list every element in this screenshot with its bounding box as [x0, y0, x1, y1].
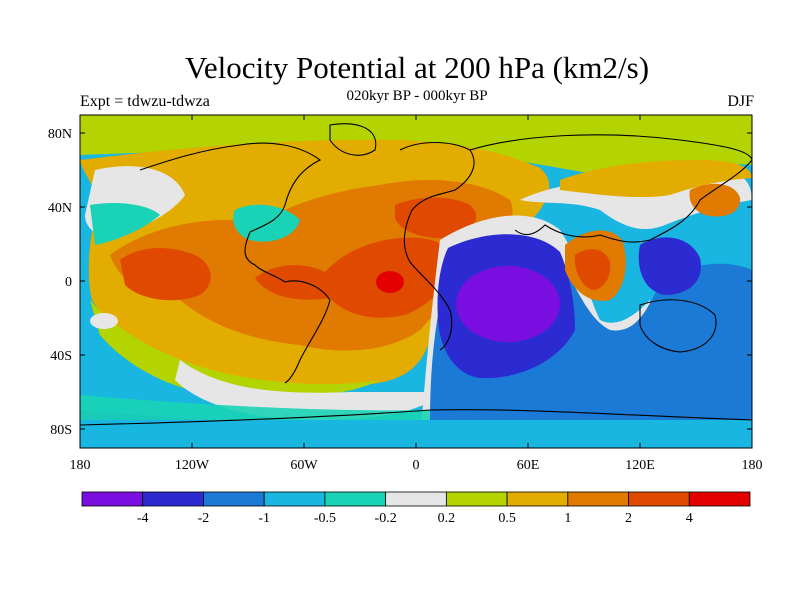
colorbar-label: -1 — [258, 511, 270, 526]
colorbar-swatch — [263, 491, 326, 507]
colorbar-label: 0.2 — [438, 511, 456, 526]
colorbar-label: 4 — [686, 511, 693, 526]
y-tick-label: 80N — [48, 127, 72, 142]
x-tick-label: 180 — [742, 458, 763, 473]
colorbar-label: 1 — [564, 511, 571, 526]
velocity-potential-field — [80, 115, 752, 448]
x-tick-label: 60E — [517, 458, 540, 473]
map-subtitle: 020kyr BP - 000kyr BP — [346, 88, 488, 104]
colorbar-swatch — [445, 491, 508, 507]
map-title: Velocity Potential at 200 hPa (km2/s) — [184, 50, 650, 85]
y-tick-label: 0 — [65, 275, 72, 290]
x-tick-label: 0 — [413, 458, 420, 473]
axis-ticks — [79, 115, 753, 448]
y-tick-label: 40S — [50, 349, 72, 364]
colorbar-swatch — [628, 491, 690, 507]
colorbar-swatch — [203, 491, 265, 507]
colorbar-label: 0.5 — [498, 511, 516, 526]
x-tick-label: 180 — [70, 458, 91, 473]
y-tick-label: 40N — [48, 201, 72, 216]
colorbar-swatch — [324, 491, 387, 507]
colorbar-label: -0.5 — [314, 511, 336, 526]
colorbar-label: -4 — [137, 511, 149, 526]
colorbar-swatch — [506, 491, 569, 507]
colorbar-swatch — [385, 491, 447, 507]
colorbar-swatch — [142, 491, 204, 507]
colorbar: -4 -2 -1 -0.5 -0.2 0.2 0.5 1 2 4 — [81, 491, 751, 526]
y-tick-label: 80S — [50, 423, 72, 438]
x-tick-label: 120E — [625, 458, 655, 473]
x-tick-label: 120W — [175, 458, 210, 473]
colorbar-swatch — [81, 491, 144, 507]
colorbar-label: -2 — [198, 511, 210, 526]
colorbar-label: -0.2 — [375, 511, 397, 526]
colorbar-swatch — [688, 491, 751, 507]
experiment-label: Expt = tdwzu-tdwza — [80, 93, 210, 110]
colorbar-swatch — [567, 491, 629, 507]
season-label: DJF — [727, 93, 754, 110]
colorbar-label: 2 — [625, 511, 632, 526]
x-tick-label: 60W — [290, 458, 318, 473]
coastlines — [80, 123, 752, 426]
